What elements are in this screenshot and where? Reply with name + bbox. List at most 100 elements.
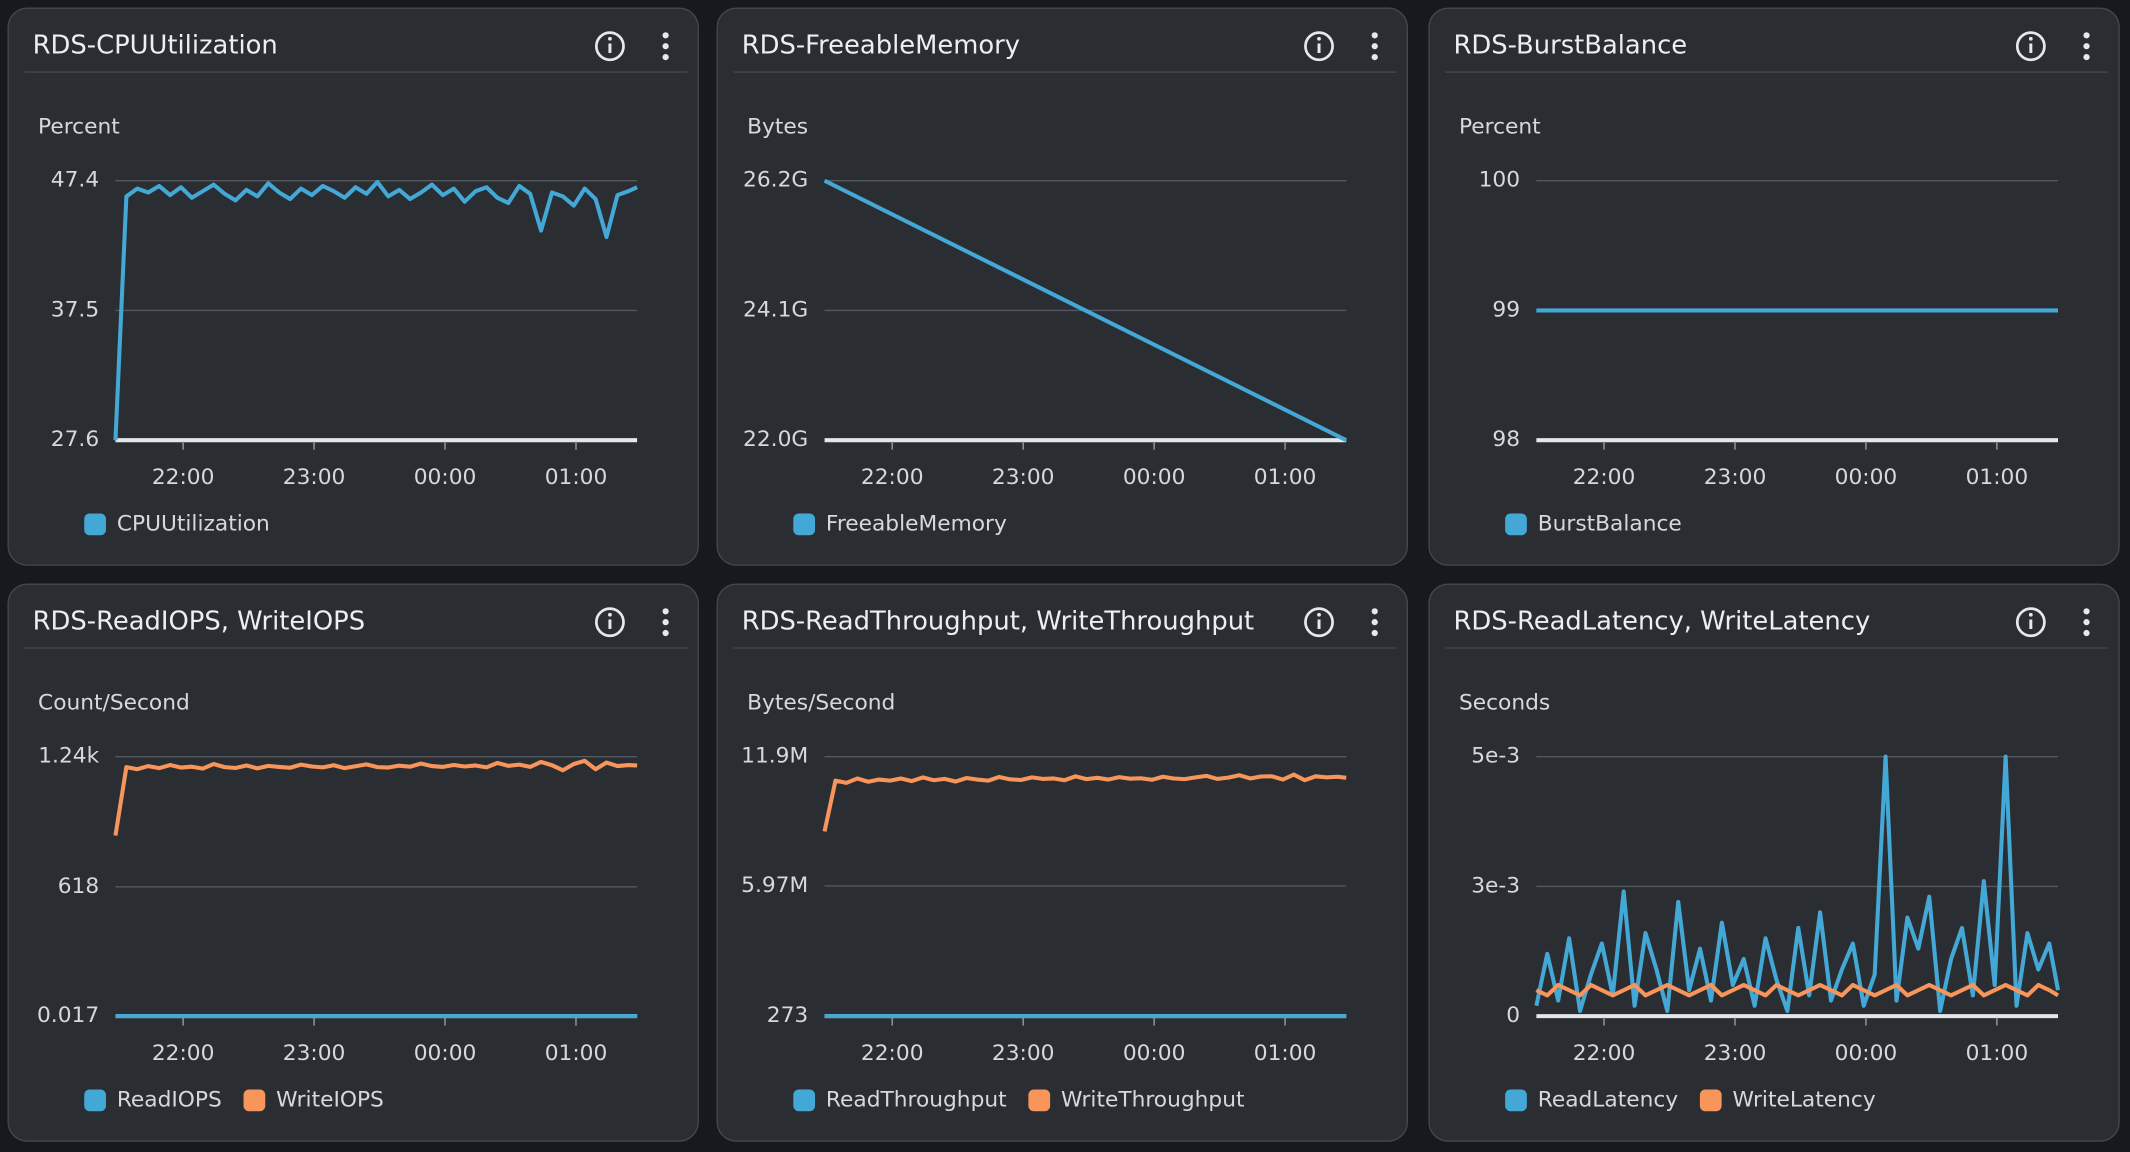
- y-tick-label: 0: [1506, 1003, 1520, 1028]
- x-tick-label: 00:00: [414, 1041, 477, 1066]
- menu-dot: [2083, 53, 2090, 61]
- x-tick-label: 23:00: [1704, 1041, 1767, 1066]
- menu-dot: [1371, 619, 1378, 626]
- panel-title: RDS-CPUUtilization: [33, 31, 278, 61]
- series-line: [113, 758, 638, 836]
- info-icon: [594, 607, 625, 638]
- legend-label: ReadLatency: [1538, 1087, 1679, 1112]
- x-tick-label: 00:00: [1123, 1041, 1186, 1066]
- legend-swatch: [1028, 1089, 1051, 1112]
- x-tick-label: 23:00: [992, 465, 1055, 490]
- y-tick-label: 26.2G: [743, 168, 808, 193]
- menu-dot: [662, 608, 669, 615]
- y-axis-label: Count/Second: [38, 691, 190, 716]
- info-icon-dot: [608, 612, 612, 617]
- y-tick-label: 3e-3: [1471, 873, 1520, 898]
- x-tick-label: 01:00: [545, 465, 608, 490]
- legend-swatch: [1699, 1089, 1722, 1112]
- legend-label: WriteThroughput: [1061, 1087, 1245, 1112]
- legend-label: ReadThroughput: [826, 1087, 1007, 1112]
- menu-button[interactable]: [1371, 32, 1378, 61]
- legend-swatch: [793, 1089, 816, 1112]
- y-tick-label: 5.97M: [741, 873, 808, 898]
- y-tick-label: 98: [1492, 427, 1520, 452]
- info-button[interactable]: [594, 607, 625, 638]
- series-line: [1534, 754, 2061, 1013]
- x-tick-label: 22:00: [152, 465, 215, 490]
- info-icon: [2015, 31, 2046, 62]
- x-tick-label: 22:00: [1573, 1041, 1636, 1066]
- menu-dot: [2083, 608, 2090, 615]
- x-tick-label: 01:00: [1254, 465, 1317, 490]
- panel: [1428, 7, 2120, 566]
- panel: [716, 7, 1409, 566]
- panel-title: RDS-FreeableMemory: [742, 31, 1020, 61]
- legend-label: WriteIOPS: [276, 1087, 384, 1112]
- panel-title: RDS-ReadIOPS, WriteIOPS: [33, 607, 366, 637]
- x-tick-label: 22:00: [861, 465, 924, 490]
- y-tick-label: 24.1G: [743, 297, 808, 322]
- x-tick-label: 01:00: [1966, 1041, 2029, 1066]
- info-icon-dot: [608, 36, 612, 41]
- x-tick-label: 01:00: [1966, 465, 2029, 490]
- info-button[interactable]: [594, 31, 625, 62]
- legend-label: BurstBalance: [1538, 511, 1682, 536]
- menu-dot: [1371, 43, 1378, 50]
- legend-swatch: [84, 513, 106, 536]
- legend-label: WriteLatency: [1732, 1087, 1875, 1112]
- x-tick-label: 00:00: [1835, 465, 1898, 490]
- x-tick-label: 22:00: [152, 1041, 215, 1066]
- x-tick-label: 00:00: [1835, 1041, 1898, 1066]
- x-tick-label: 23:00: [283, 1041, 346, 1066]
- legend-swatch: [1505, 513, 1527, 536]
- info-icon: [2015, 607, 2046, 638]
- panel-title: RDS-ReadLatency, WriteLatency: [1454, 607, 1871, 637]
- y-tick-label: 1.24k: [38, 744, 99, 769]
- y-axis-label: Bytes/Second: [747, 691, 895, 716]
- menu-dot: [2083, 32, 2090, 39]
- legend-label: ReadIOPS: [117, 1087, 222, 1112]
- info-icon: [1304, 31, 1334, 62]
- x-tick-label: 23:00: [1704, 465, 1767, 490]
- legend-swatch: [243, 1089, 266, 1112]
- info-icon-dot: [2028, 36, 2033, 41]
- menu-dot: [1371, 629, 1378, 637]
- panel-title: RDS-ReadThroughput, WriteThroughput: [742, 607, 1255, 637]
- legend-swatch: [84, 1089, 106, 1112]
- panel-title: RDS-BurstBalance: [1454, 31, 1688, 61]
- panel: [7, 583, 699, 1142]
- menu-button[interactable]: [1371, 608, 1378, 637]
- menu-dot: [662, 32, 669, 39]
- info-icon-dot: [1317, 36, 1321, 41]
- y-axis-label: Percent: [1459, 115, 1541, 140]
- info-button[interactable]: [2015, 31, 2046, 62]
- y-tick-label: 47.4: [51, 168, 99, 193]
- info-button[interactable]: [1304, 607, 1334, 638]
- y-tick-label: 11.9M: [741, 744, 808, 769]
- x-tick-label: 01:00: [545, 1041, 608, 1066]
- y-tick-label: 100: [1479, 168, 1520, 193]
- info-button[interactable]: [1304, 31, 1334, 62]
- series-line: [113, 179, 638, 441]
- x-tick-label: 00:00: [1123, 465, 1186, 490]
- y-tick-label: 22.0G: [743, 427, 808, 452]
- legend-swatch: [793, 513, 816, 536]
- menu-button[interactable]: [2083, 608, 2090, 637]
- y-tick-label: 37.5: [51, 297, 99, 322]
- info-button[interactable]: [2015, 607, 2046, 638]
- info-icon: [1304, 607, 1334, 638]
- y-axis-label: Percent: [38, 115, 120, 140]
- menu-button[interactable]: [662, 32, 669, 61]
- menu-dot: [1371, 32, 1378, 39]
- menu-dot: [1371, 53, 1378, 61]
- y-tick-label: 273: [767, 1003, 808, 1028]
- legend-label: FreeableMemory: [826, 511, 1007, 536]
- menu-dot: [2083, 629, 2090, 637]
- menu-button[interactable]: [662, 608, 669, 637]
- menu-dot: [662, 629, 669, 637]
- x-tick-label: 23:00: [283, 465, 346, 490]
- series-line: [1535, 982, 2060, 998]
- x-tick-label: 23:00: [992, 1041, 1055, 1066]
- menu-button[interactable]: [2083, 32, 2090, 61]
